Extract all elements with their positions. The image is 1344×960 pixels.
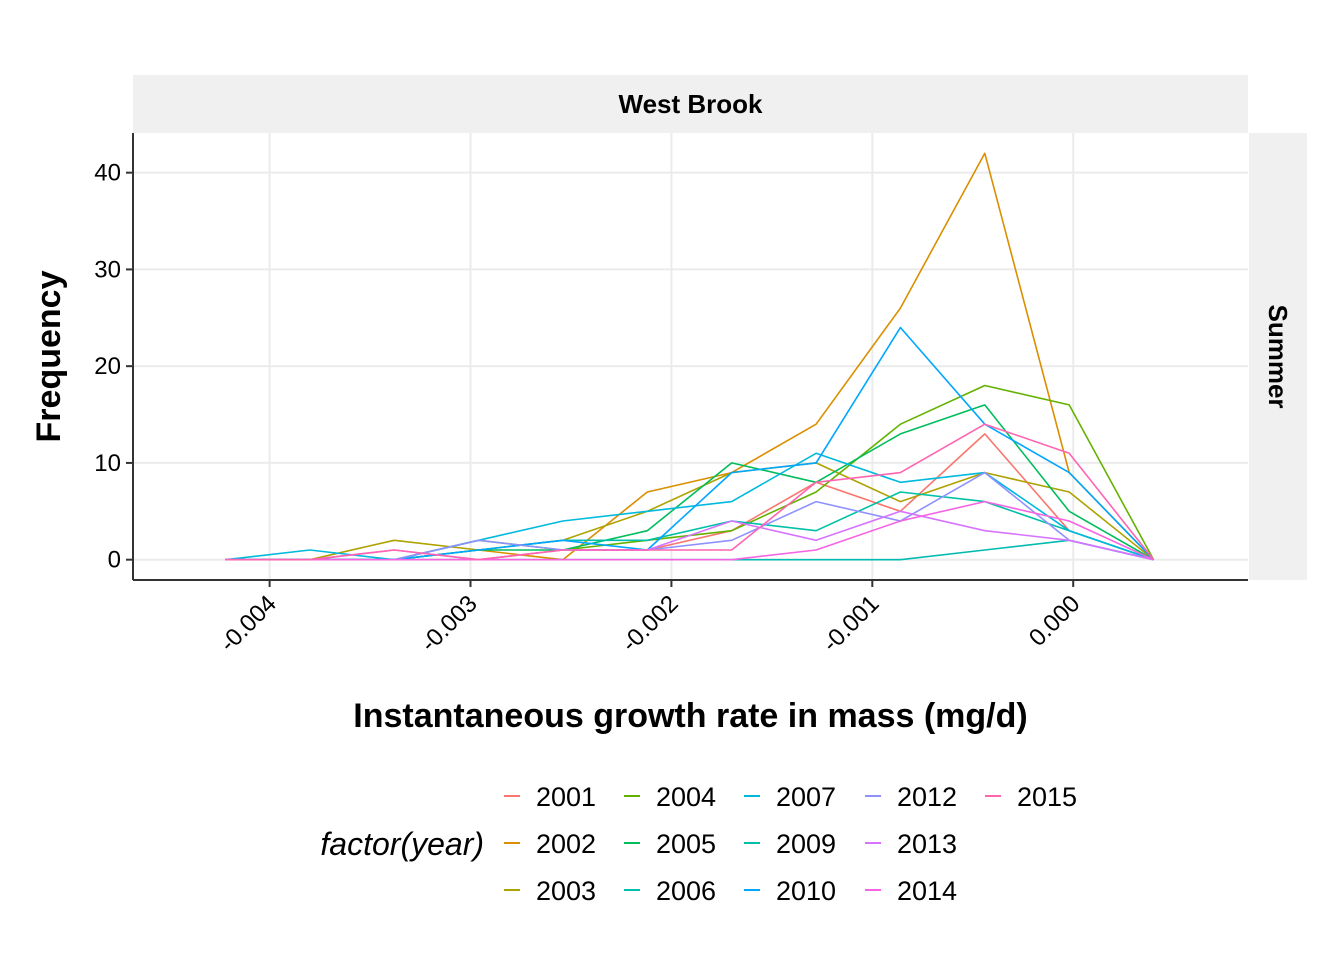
legend-label-2012: 2012	[897, 782, 957, 812]
x-tick-label-1: -0.003	[416, 590, 483, 657]
series-line-2015	[225, 423, 1155, 561]
y-tick-label-1: 10	[94, 450, 121, 477]
series-line-2003	[225, 462, 1155, 561]
legend-label-2004: 2004	[656, 782, 716, 812]
legend-label-2015: 2015	[1017, 782, 1077, 812]
legend-label-2009: 2009	[776, 829, 836, 859]
facet-strip-top	[133, 75, 1248, 133]
facet-column-label: West Brook	[619, 89, 764, 119]
legend-label-2002: 2002	[536, 829, 596, 859]
legend-label-2001: 2001	[536, 782, 596, 812]
plot-panel	[133, 133, 1248, 580]
series-lines	[225, 152, 1155, 561]
legend-label-2007: 2007	[776, 782, 836, 812]
y-tick-label-0: 0	[108, 547, 121, 574]
y-tick-label-3: 30	[94, 256, 121, 283]
legend-label-2010: 2010	[776, 876, 836, 906]
legend-label-2003: 2003	[536, 876, 596, 906]
x-axis: -0.004 -0.003 -0.002 -0.001 0.000	[215, 580, 1086, 657]
series-line-2014	[225, 500, 1154, 561]
legend-label-2005: 2005	[656, 829, 716, 859]
facet-strip-right	[1249, 133, 1307, 580]
x-axis-title: Instantaneous growth rate in mass (mg/d)	[353, 697, 1027, 735]
y-tick-label-4: 40	[94, 160, 121, 187]
x-tick-label-4: 0.000	[1024, 590, 1086, 652]
legend-label-2006: 2006	[656, 876, 716, 906]
y-axis: 0 10 20 30 40	[94, 160, 133, 574]
y-tick-label-2: 20	[94, 353, 121, 380]
facet-row-label: Summer	[1263, 304, 1293, 408]
y-axis-title: Frequency	[30, 270, 68, 442]
x-tick-label-2: -0.002	[616, 590, 683, 657]
x-tick-label-0: -0.004	[215, 590, 282, 657]
legend-label-2014: 2014	[897, 876, 957, 906]
series-line-2007	[225, 452, 1154, 561]
legend-title: factor(year)	[320, 826, 484, 862]
legend-label-2013: 2013	[897, 829, 957, 859]
legend: 2001 2002 2003 2004 2005 2006 2007 2009 2010 2012…	[504, 782, 1077, 906]
x-tick-label-3: -0.001	[817, 590, 884, 657]
